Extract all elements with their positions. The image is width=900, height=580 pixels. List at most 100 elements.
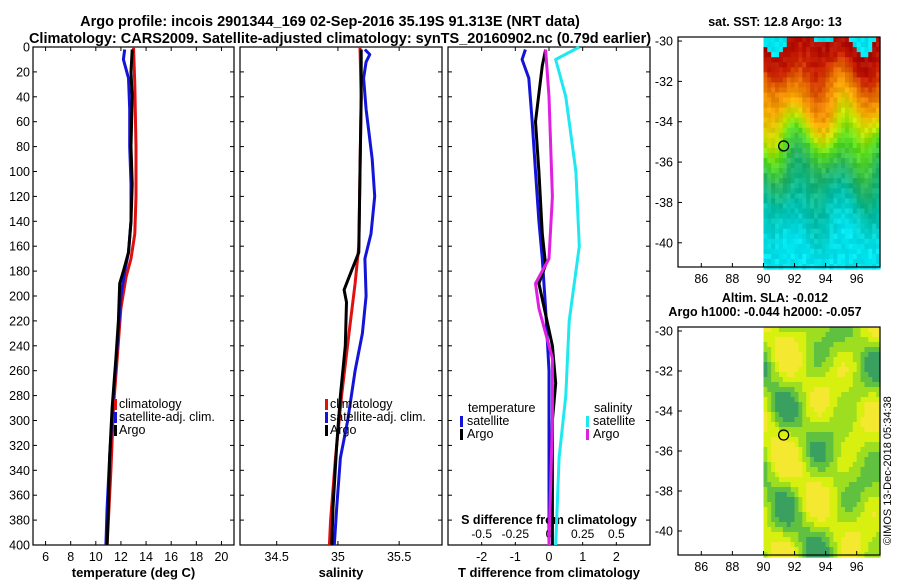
map-cell — [856, 218, 862, 225]
map-cell — [852, 457, 858, 463]
map-cell — [775, 547, 780, 553]
map-cell — [872, 253, 877, 260]
map-cell — [763, 422, 768, 428]
map-cell — [790, 522, 796, 528]
map-cell — [782, 223, 788, 230]
map-cell — [798, 213, 803, 220]
map-cell — [771, 193, 776, 199]
map-cell — [817, 467, 823, 473]
map-cell — [775, 117, 780, 124]
map-cell — [806, 472, 811, 478]
map-cell — [837, 112, 842, 119]
map-cell — [837, 198, 842, 204]
map-cell — [782, 397, 788, 403]
map-cell — [767, 183, 772, 189]
map-cell — [775, 402, 780, 408]
map-cell — [821, 112, 827, 119]
map-cell — [814, 442, 819, 448]
map-cell — [802, 347, 807, 353]
map-cell — [802, 412, 807, 418]
map-cell — [837, 148, 842, 154]
map-cell — [856, 153, 862, 159]
map-cell — [794, 392, 799, 398]
map-cell — [872, 382, 877, 388]
map-cell — [763, 402, 768, 408]
map-cell — [821, 168, 827, 174]
map-cell — [868, 173, 873, 179]
map-cell — [798, 208, 803, 215]
map-cell — [825, 37, 831, 43]
map-cell — [786, 223, 792, 230]
map-cell — [763, 352, 768, 358]
map-cell — [852, 142, 858, 149]
map-x-tick-label: 88 — [725, 560, 739, 574]
map-cell — [775, 203, 780, 209]
map-cell — [825, 82, 831, 88]
map-cell — [876, 472, 881, 478]
map-cell — [771, 527, 776, 533]
map-cell — [775, 407, 780, 413]
map-cell — [825, 188, 831, 194]
map-cell — [825, 407, 831, 413]
map-cell — [821, 442, 827, 448]
map-cell — [810, 507, 815, 513]
map-cell — [848, 238, 854, 245]
map-cell — [860, 487, 866, 493]
map-cell — [775, 127, 780, 134]
map-cell — [767, 258, 772, 265]
map-cell — [868, 397, 873, 403]
map-cell — [852, 42, 858, 48]
map-cell — [868, 507, 873, 513]
map-cell — [837, 427, 842, 433]
map-cell — [833, 168, 838, 174]
map-cell — [790, 57, 796, 63]
map-cell — [848, 372, 854, 378]
map-cell — [833, 97, 838, 104]
map-cell — [798, 158, 803, 164]
map-cell — [829, 102, 834, 109]
map-cell — [833, 352, 838, 358]
x-tick-label: 16 — [164, 550, 178, 564]
map-cell — [794, 92, 799, 99]
map-cell — [767, 233, 772, 240]
map-cell — [814, 87, 819, 93]
map-cell — [876, 258, 881, 265]
x-tick-label: 20 — [214, 550, 228, 564]
map-cell — [841, 137, 846, 144]
map-cell — [825, 512, 831, 518]
map-cell — [841, 183, 846, 189]
map-cell — [810, 107, 815, 114]
map-cell — [833, 183, 838, 189]
map-cell — [763, 332, 768, 338]
map-cell — [810, 188, 815, 194]
map-cell — [841, 332, 846, 338]
map-cell — [814, 427, 819, 433]
map-cell — [872, 223, 877, 230]
map-cell — [817, 72, 823, 78]
map-cell — [779, 537, 784, 543]
map-cell — [782, 253, 788, 260]
map-cell — [786, 112, 792, 119]
map-cell — [872, 507, 877, 513]
map-cell — [814, 482, 819, 488]
map-cell — [845, 203, 850, 209]
map-cell — [767, 342, 772, 348]
map-cell — [872, 412, 877, 418]
map-frame — [677, 36, 881, 268]
map-cell — [852, 178, 858, 184]
map-cell — [837, 352, 842, 358]
map-cell — [868, 238, 873, 245]
map-cell — [825, 457, 831, 463]
map-cell — [860, 527, 866, 533]
map-cell — [864, 62, 869, 68]
map-cell — [852, 417, 858, 423]
map-cell — [852, 102, 858, 109]
map-cell — [794, 332, 799, 338]
map-cell — [825, 223, 831, 230]
map-cell — [775, 163, 780, 169]
map-cell — [763, 92, 768, 99]
map-cell — [860, 377, 866, 383]
map-cell — [771, 457, 776, 463]
